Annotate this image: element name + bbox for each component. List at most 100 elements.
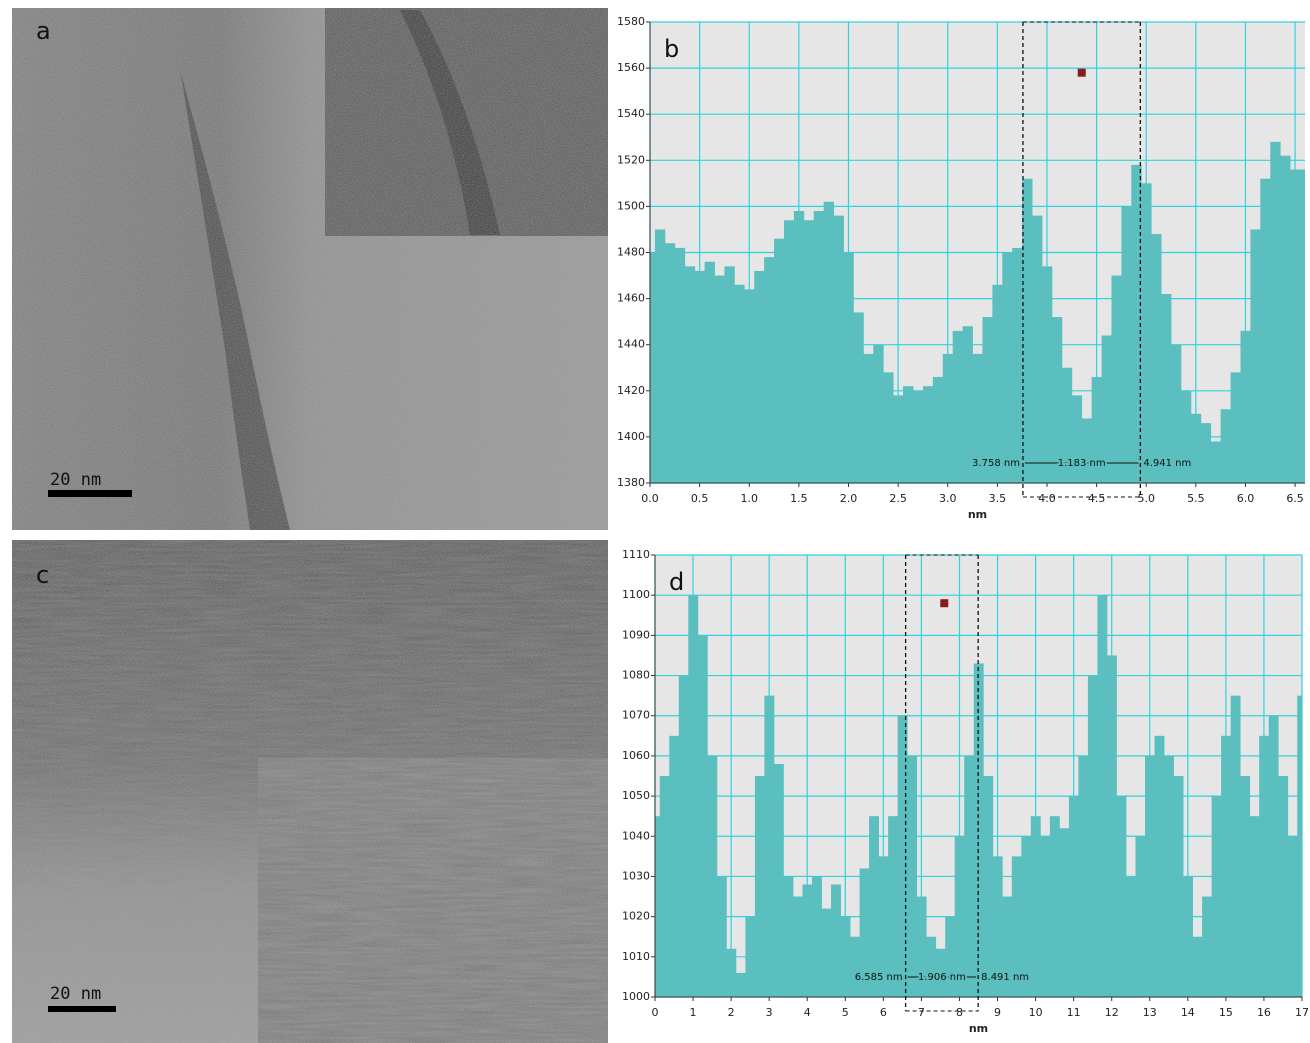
x-tick-label: 7 [918,1006,925,1019]
x-tick-label: 12 [1105,1006,1119,1019]
y-tick-label: 1100 [622,588,650,601]
bar [736,973,746,997]
bar [698,635,708,997]
bar [804,220,814,483]
bar [1151,234,1161,483]
x-tick-label: 5 [842,1006,849,1019]
bar [688,595,698,997]
figure: a 20 nm c 20 nm 138014001420144014601480… [0,0,1310,1043]
bar [1042,266,1052,483]
range-label: 8.491 nm [981,972,1029,983]
bar [814,211,824,483]
bar [1121,206,1131,483]
x-tick-label: 2 [728,1006,735,1019]
bar [754,271,764,483]
y-tick-label: 1010 [622,950,650,963]
x-tick-label: 0 [652,1006,659,1019]
x-tick-label: 4 [804,1006,811,1019]
bar [873,345,883,483]
bar [844,253,854,484]
x-tick-label: 4.0 [1038,492,1056,505]
bar [1161,294,1171,483]
y-tick-label: 1110 [622,548,650,561]
bar [1290,170,1300,483]
panel-label: d [669,568,684,596]
bar [1212,796,1222,997]
marker [1078,69,1086,77]
y-tick-label: 1520 [617,153,645,166]
y-tick-label: 1440 [617,338,645,351]
bar [1211,442,1221,483]
bar [1280,156,1290,483]
x-tick-label: 17 [1295,1006,1309,1019]
bar [802,884,812,997]
bar [1031,816,1041,997]
bar [1072,395,1082,483]
bar [943,354,953,483]
bar [1278,776,1288,997]
y-tick-label: 1580 [617,15,645,28]
x-axis-label: nm [968,508,987,521]
bar [1069,796,1079,997]
bar [1231,372,1241,483]
bar [679,676,689,997]
bar [888,816,898,997]
bar [923,386,933,483]
x-tick-label: 2.0 [840,492,858,505]
scale-bar-label: 20 nm [50,984,101,1004]
bar [1231,696,1241,997]
bar [983,776,993,997]
range-label: 6.585 nm [855,972,903,983]
scale-bar-label: 20 nm [50,470,101,490]
y-tick-label: 1560 [617,61,645,74]
x-tick-label: 5.5 [1187,492,1205,505]
bar [1107,655,1117,997]
bar [685,266,695,483]
x-tick-label: 3.5 [989,492,1007,505]
bar [869,816,879,997]
bar [992,285,1002,483]
bar [705,262,715,483]
x-tick-label: 15 [1219,1006,1233,1019]
y-tick-label: 1400 [617,430,645,443]
bar [1193,937,1203,997]
bar [907,756,917,997]
panel-label: a [36,17,51,45]
bar [1269,716,1279,997]
panel-label: c [36,561,49,589]
bar [660,776,670,997]
bar [1221,409,1231,483]
bar [1250,816,1260,997]
bar [695,271,705,483]
bar [1050,816,1060,997]
bar [1164,756,1174,997]
bar [1088,676,1098,997]
bar [1040,836,1050,997]
y-tick-label: 1020 [622,910,650,923]
bar [834,216,844,483]
y-tick-label: 1000 [622,990,650,1003]
bar [853,312,863,483]
y-tick-label: 1050 [622,789,650,802]
panel-label: b [664,35,679,63]
range-label: 4.941 nm [1143,458,1191,469]
bar [831,884,841,997]
bar [926,937,936,997]
bar [1260,179,1270,483]
bar [1141,183,1151,483]
x-axis-label: nm [969,1022,988,1035]
bar [793,897,803,997]
bar [1191,414,1201,483]
bar [1059,828,1069,997]
y-tick-label: 1080 [622,669,650,682]
y-tick-label: 1420 [617,384,645,397]
bar [841,917,851,997]
bar [1183,876,1193,997]
bar [1126,876,1136,997]
bar [1111,276,1121,483]
bar [1078,756,1088,997]
range-label: 1.183 nm [1058,458,1106,469]
bar [717,876,727,997]
x-tick-label: 6.0 [1237,492,1255,505]
bar [724,266,734,483]
